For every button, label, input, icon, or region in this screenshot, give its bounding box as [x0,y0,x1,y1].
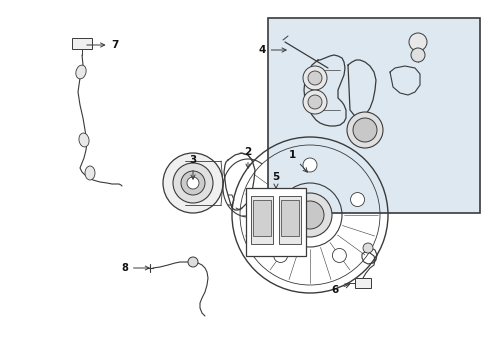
Circle shape [347,112,383,148]
Circle shape [308,71,322,85]
Circle shape [303,90,327,114]
Circle shape [353,118,377,142]
Bar [281,200,299,236]
Bar [72,38,92,49]
Text: 7: 7 [87,40,119,50]
Circle shape [409,33,427,51]
Circle shape [173,163,213,203]
Bar [253,200,271,236]
Circle shape [181,171,205,195]
Text: 3: 3 [189,155,196,179]
Text: 5: 5 [272,172,280,188]
Circle shape [296,201,324,229]
Ellipse shape [76,65,86,79]
Text: 2: 2 [245,147,252,168]
Circle shape [288,193,332,237]
Circle shape [363,243,373,253]
Text: 6: 6 [331,284,349,295]
Text: 8: 8 [121,263,149,273]
Circle shape [163,153,223,213]
Circle shape [411,48,425,62]
Bar [251,196,273,244]
Ellipse shape [79,133,89,147]
Text: 4: 4 [258,45,286,55]
Circle shape [303,158,317,172]
Circle shape [273,248,288,262]
Circle shape [188,257,198,267]
Circle shape [350,193,365,207]
Text: 1: 1 [289,150,307,172]
Circle shape [308,95,322,109]
Circle shape [332,248,346,262]
Circle shape [255,193,270,207]
Bar [279,196,301,244]
Circle shape [303,66,327,90]
Circle shape [187,177,199,189]
Bar [268,18,480,213]
Bar [355,278,371,288]
Bar [246,188,306,256]
Ellipse shape [85,166,95,180]
